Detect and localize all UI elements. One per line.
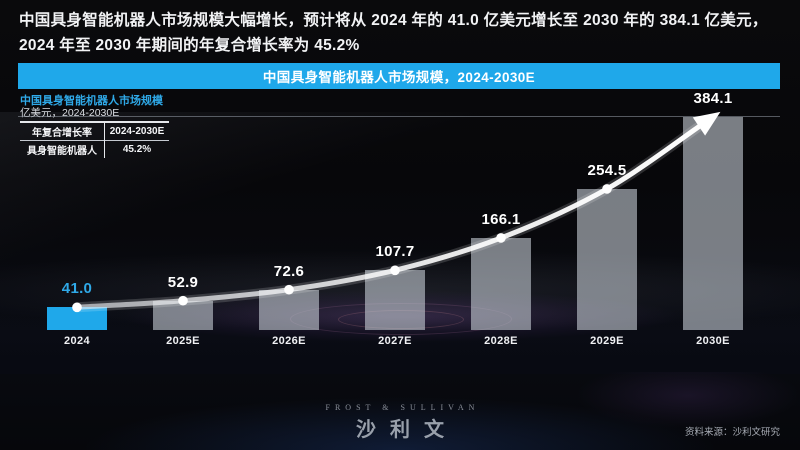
cagr-header-metric: 年复合增长率 bbox=[32, 128, 92, 139]
source-note: 资料来源：沙利文研究 bbox=[684, 427, 780, 438]
cagr-table-data-row: 具身智能机器人 45.2% bbox=[20, 140, 169, 158]
vortex-ring-inner bbox=[338, 310, 464, 329]
cagr-header-period: 2024-2030E bbox=[104, 122, 169, 141]
cagr-table-header-row: 年复合增长率 2024-2030E bbox=[20, 122, 169, 141]
value-label-2030E: 384.1 bbox=[693, 90, 733, 107]
logo-chinese: 沙利文 bbox=[356, 419, 458, 441]
chart-title: 中国具身智能机器人市场规模 bbox=[20, 95, 163, 107]
chart-banner: 中国具身智能机器人市场规模，2024-2030E bbox=[18, 63, 780, 89]
slide-title: 中国具身智能机器人市场规模大幅增长，预计将从 2024 年的 41.0 亿美元增… bbox=[19, 12, 768, 54]
cagr-row-label: 具身智能机器人 bbox=[27, 146, 97, 157]
background-glow bbox=[0, 372, 800, 450]
logo-wordmark: FROST & SULLIVAN bbox=[325, 403, 480, 412]
chart-unit-label: 亿美元，2024-2030E bbox=[20, 107, 120, 119]
cagr-row-value: 45.2% bbox=[104, 140, 169, 158]
chart-banner-label: 中国具身智能机器人市场规模，2024-2030E bbox=[262, 70, 536, 85]
cagr-table: 年复合增长率 2024-2030E 具身智能机器人 45.2% bbox=[20, 121, 169, 158]
chart-top-border bbox=[18, 116, 780, 117]
frost-sullivan-logo: FROST & SULLIVAN 沙利文 bbox=[0, 403, 800, 442]
